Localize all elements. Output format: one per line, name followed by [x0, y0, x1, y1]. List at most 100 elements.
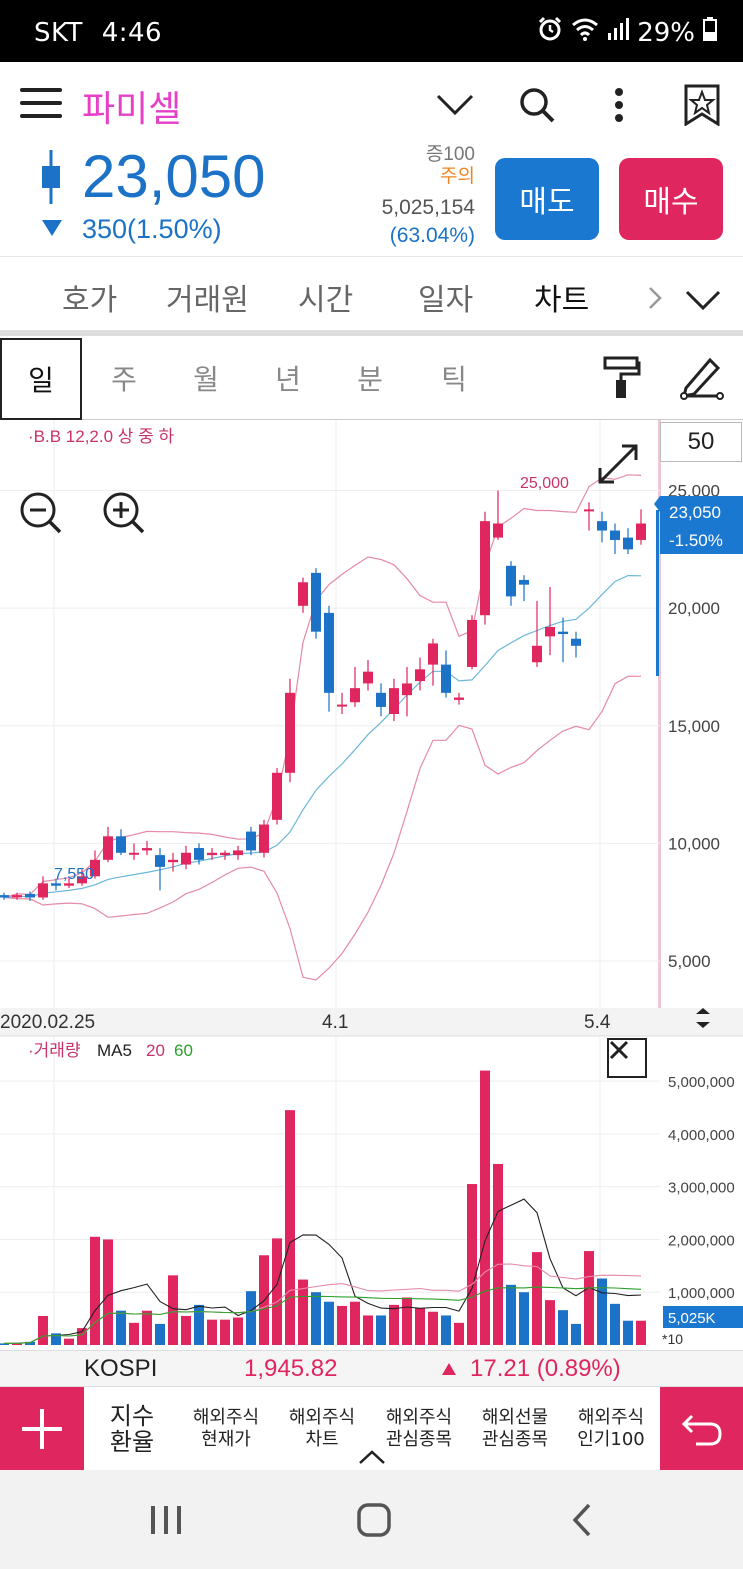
candle-body	[298, 582, 308, 606]
home-icon[interactable]	[354, 1500, 394, 1540]
candle-body	[597, 521, 607, 531]
buy-button[interactable]: 매수	[619, 158, 723, 240]
chevron-up-icon[interactable]	[358, 1449, 386, 1465]
volume-tick-label: 4,000,000	[668, 1127, 735, 1144]
menu-icon[interactable]	[20, 88, 62, 118]
candle-body	[0, 895, 9, 898]
resize-handle-icon[interactable]	[696, 1008, 710, 1028]
current-tag-price: 23,050	[669, 503, 721, 522]
volume-bar	[116, 1310, 126, 1345]
tab-brokers[interactable]: 거래원	[166, 283, 249, 318]
candle-body	[103, 836, 113, 860]
tab-time[interactable]: 시간	[298, 283, 354, 318]
undo-icon[interactable]	[660, 1387, 743, 1471]
tabs-divider	[0, 330, 743, 336]
search-icon[interactable]	[512, 80, 562, 130]
candle-body	[220, 852, 230, 856]
add-icon[interactable]	[0, 1387, 84, 1471]
menu-overseas-popular[interactable]: 해외주식 인기100	[564, 1387, 658, 1471]
menu-index-fx[interactable]: 지수 환율	[92, 1387, 172, 1471]
volume-bar	[207, 1319, 217, 1345]
menu-overseas-chart[interactable]: 해외주식 차트	[276, 1387, 368, 1471]
volume-tag: 5,025K	[663, 1306, 743, 1328]
bookmark-star-icon[interactable]	[677, 80, 727, 130]
battery-icon	[703, 17, 717, 48]
min-price-label: 7,550	[54, 866, 94, 883]
candle-body	[207, 852, 217, 856]
candle-body	[285, 692, 295, 773]
info-tabs: 호가 거래원 시간 일자 차트	[0, 256, 743, 336]
volume-bar	[389, 1304, 399, 1345]
close-icon[interactable]	[607, 1038, 647, 1078]
price-tick-label: 20,000	[668, 599, 720, 618]
period-year[interactable]: 년	[275, 363, 301, 396]
volume-tag-text: 5,025K	[668, 1310, 716, 1327]
zoom-in-icon[interactable]	[103, 492, 145, 534]
candle-body	[90, 859, 100, 877]
volume-bar	[0, 1343, 9, 1345]
down-arrow-icon	[42, 220, 62, 236]
chevron-right-icon[interactable]	[630, 273, 680, 323]
volume-bar	[337, 1305, 347, 1345]
battery-label: 29%	[637, 17, 695, 48]
more-vert-icon[interactable]	[594, 80, 644, 130]
price-change: 350(1.50%)	[82, 214, 222, 244]
price-volume-chart[interactable]: 25,000 20,000 15,000 10,000 5,000 5,000,000 4,…	[0, 420, 743, 1350]
max-price-label: 25,000	[520, 475, 569, 492]
back-icon[interactable]	[562, 1500, 602, 1540]
candle-body	[558, 631, 568, 635]
menu-overseas-watchlist[interactable]: 해외주식 관심종목	[372, 1387, 466, 1471]
zoom-out-icon[interactable]	[20, 492, 62, 534]
candle-body	[480, 521, 490, 616]
volume-tick-label: 1,000,000	[668, 1285, 735, 1302]
volume-bar	[90, 1236, 100, 1345]
period-week[interactable]: 주	[111, 363, 137, 396]
status-bar: SKT 4:46 29%	[0, 0, 743, 62]
volume-bar	[142, 1310, 152, 1345]
volume-bar	[493, 1163, 503, 1345]
tab-daily[interactable]: 일자	[418, 283, 474, 318]
sell-button[interactable]: 매도	[495, 158, 599, 240]
volume-bar	[129, 1322, 139, 1345]
menu-index-fx-line2: 환율	[109, 1428, 155, 1456]
candle-body	[155, 855, 165, 867]
trade-volume: 5,025,154	[381, 196, 475, 219]
volume-tick-label: 5,000,000	[668, 1074, 735, 1091]
volume-ratio: (63.04%)	[389, 224, 475, 247]
pencil-icon[interactable]	[676, 352, 726, 402]
tabs-expand-icon[interactable]	[678, 275, 728, 325]
candle-body	[116, 836, 126, 853]
period-day[interactable]: 일	[0, 338, 82, 420]
volume-indicator-label[interactable]: ·거래량	[28, 1041, 81, 1060]
tab-orderbook[interactable]: 호가	[62, 283, 118, 318]
volume-bar	[38, 1315, 48, 1345]
candle-body	[519, 579, 529, 585]
menu-futures-watchlist[interactable]: 해외선물 관심종목	[468, 1387, 562, 1471]
stock-name[interactable]: 파미셀	[82, 89, 182, 130]
kospi-ticker[interactable]: KOSPI 1,945.82 17.21 (0.89%)	[0, 1350, 743, 1386]
candle-count-box[interactable]: 50	[660, 422, 742, 462]
expand-icon[interactable]	[598, 444, 638, 484]
volume-bar	[181, 1315, 191, 1345]
menu-overseas-price[interactable]: 해외주식 현재가	[180, 1387, 272, 1471]
period-selector: 일 주 월 년 분 틱	[0, 336, 743, 420]
menu-overseas-chart-line2: 차트	[305, 1429, 339, 1450]
period-month[interactable]: 월	[193, 363, 219, 396]
paint-roller-icon[interactable]	[596, 352, 646, 402]
recent-apps-icon[interactable]	[146, 1500, 186, 1540]
candle-body	[402, 683, 412, 696]
tab-chart[interactable]: 차트	[534, 283, 590, 318]
chart-area[interactable]: 25,000 20,000 15,000 10,000 5,000 5,000,000 4,…	[0, 420, 743, 1350]
volume-bar	[233, 1317, 243, 1345]
ma20-label: 20	[146, 1041, 165, 1060]
period-minute[interactable]: 분	[357, 363, 383, 396]
bb-indicator-label[interactable]: ·B.B 12,2.0 상 중 하	[28, 427, 174, 446]
price-tick-label: 10,000	[668, 834, 720, 853]
candle-body	[168, 859, 178, 863]
volume-bar	[77, 1328, 87, 1345]
volume-bar	[571, 1323, 581, 1345]
chevron-down-icon[interactable]	[430, 80, 480, 130]
period-tick[interactable]: 틱	[441, 363, 467, 396]
volume-bar	[623, 1320, 633, 1345]
volume-bar	[194, 1304, 204, 1345]
